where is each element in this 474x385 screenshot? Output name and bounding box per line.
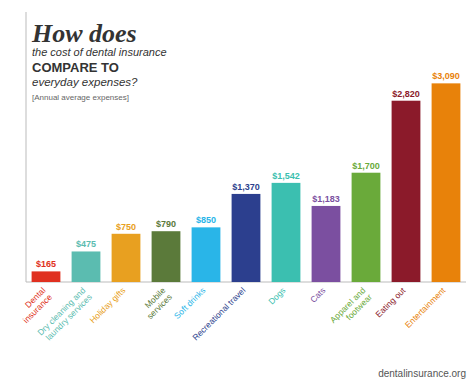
category-label: Dogs [266,285,287,306]
bar [352,173,381,282]
data-label: $1,542 [272,171,300,181]
category-label: Entertainment [403,285,448,330]
data-label: $850 [196,215,216,225]
category-label-line: Soft drinks [172,285,207,320]
data-label: $750 [116,222,136,232]
category-label: Recreational travel [190,285,247,342]
bar [272,183,301,282]
subtitle: [Annual average expenses] [32,93,129,102]
y-axis-line [26,12,27,282]
data-label: $3,090 [432,71,460,81]
category-label-line: Holiday gifts [88,285,128,325]
category-label-line: Eating out [373,285,408,320]
category-label: Dry cleaning andlaundry services [35,285,94,344]
data-label: $1,370 [232,182,260,192]
bar [312,206,341,282]
footer: dentalinsurance.org [378,368,466,379]
bars [32,83,461,282]
category-label-line: Entertainment [403,285,448,330]
title: How does [31,19,137,48]
category-label: Holiday gifts [88,285,128,325]
category-label: Mobileservices [138,285,174,321]
data-label: $790 [156,219,176,229]
bar [112,234,141,282]
data-label: $475 [76,239,96,249]
bar [32,271,61,282]
category-label-line: Dogs [266,285,287,306]
chart-svg: $165 $475 $750 $790 $850 $1,370 $1,542 $1,183 $1… [0,0,474,385]
category-label-line: Cats [308,285,327,304]
category-label-line: footwear [344,292,374,322]
data-label: $165 [36,259,56,269]
category-label-line: services [145,292,174,321]
category-label: Eating out [373,285,408,320]
bar [232,194,261,282]
data-label: $2,820 [392,89,420,99]
data-label: $1,700 [352,161,380,171]
bar [192,227,221,282]
title: the cost of dental insurance [32,46,167,58]
bar [72,251,101,282]
data-label: $1,183 [312,194,340,204]
category-label: Soft drinks [172,285,207,320]
category-label: Apparel andfootwear [328,285,374,331]
bar [392,101,421,282]
chart-container: $165 $475 $750 $790 $850 $1,370 $1,542 $1,183 $1… [0,0,474,385]
bar [152,231,181,282]
title: everyday expenses? [32,76,138,88]
category-label-line: Recreational travel [190,285,247,342]
category-label-line: laundry services [44,292,95,343]
category-label: Cats [308,285,327,304]
bar [432,83,461,282]
title: COMPARE TO [32,60,119,75]
